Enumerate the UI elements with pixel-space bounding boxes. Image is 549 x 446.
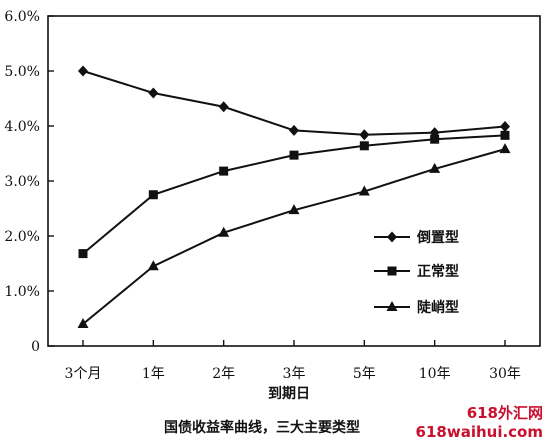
series-triangle (77, 143, 511, 328)
data-point-diamond (500, 121, 510, 133)
data-point-square (78, 249, 88, 259)
data-point-square (289, 150, 299, 160)
data-point-triangle (147, 260, 159, 271)
x-axis-title: 到期日 (268, 386, 310, 402)
data-point-diamond (148, 87, 159, 99)
x-tick-label: 2年 (212, 366, 235, 382)
x-tick-label: 5年 (353, 366, 376, 382)
legend-label: 倒置型 (416, 229, 459, 246)
series-diamond (78, 65, 510, 141)
data-point-square (359, 141, 369, 151)
data-point-triangle (288, 204, 300, 215)
legend-label: 陡峭型 (417, 299, 459, 316)
data-point-square (500, 130, 510, 140)
y-tick-label: 2.0% (4, 229, 40, 245)
legend-marker-diamond (387, 231, 397, 243)
legend-label: 正常型 (417, 263, 459, 280)
data-point-diamond (218, 101, 229, 113)
watermark-line2: 618waihui.com (416, 423, 543, 441)
data-point-triangle (429, 162, 441, 173)
x-tick-label: 10年 (419, 366, 451, 382)
watermark-line1: 618外汇网 (467, 404, 543, 422)
y-tick-label: 1.0% (4, 284, 40, 300)
data-point-square (219, 166, 229, 176)
data-point-diamond (359, 129, 370, 141)
legend-item-triangle: 陡峭型 (374, 299, 459, 316)
data-point-triangle (358, 185, 370, 196)
plot-frame (47, 15, 541, 347)
legend-marker-triangle (386, 301, 398, 311)
data-point-triangle (218, 226, 230, 237)
x-tick-label: 1年 (142, 366, 165, 382)
data-point-triangle (499, 143, 511, 154)
y-tick-label: 0 (31, 339, 40, 355)
data-point-triangle (77, 318, 89, 328)
y-tick-label: 4.0% (4, 119, 40, 135)
legend-item-square: 正常型 (374, 263, 459, 280)
chart-caption: 国债收益率曲线，三大主要类型 (164, 419, 360, 436)
x-tick-label: 30年 (489, 366, 521, 382)
data-point-diamond (289, 124, 299, 136)
x-tick-label: 3年 (283, 366, 306, 382)
data-point-diamond (78, 65, 88, 77)
data-point-square (430, 134, 440, 144)
x-tick-label: 3个月 (65, 366, 102, 382)
data-point-square (148, 190, 158, 200)
y-tick-label: 6.0% (4, 9, 40, 25)
y-tick-label: 3.0% (4, 174, 40, 190)
series-square (78, 130, 510, 259)
legend-marker-square (387, 266, 397, 276)
legend-item-diamond: 倒置型 (374, 229, 459, 246)
y-tick-label: 5.0% (4, 64, 40, 80)
